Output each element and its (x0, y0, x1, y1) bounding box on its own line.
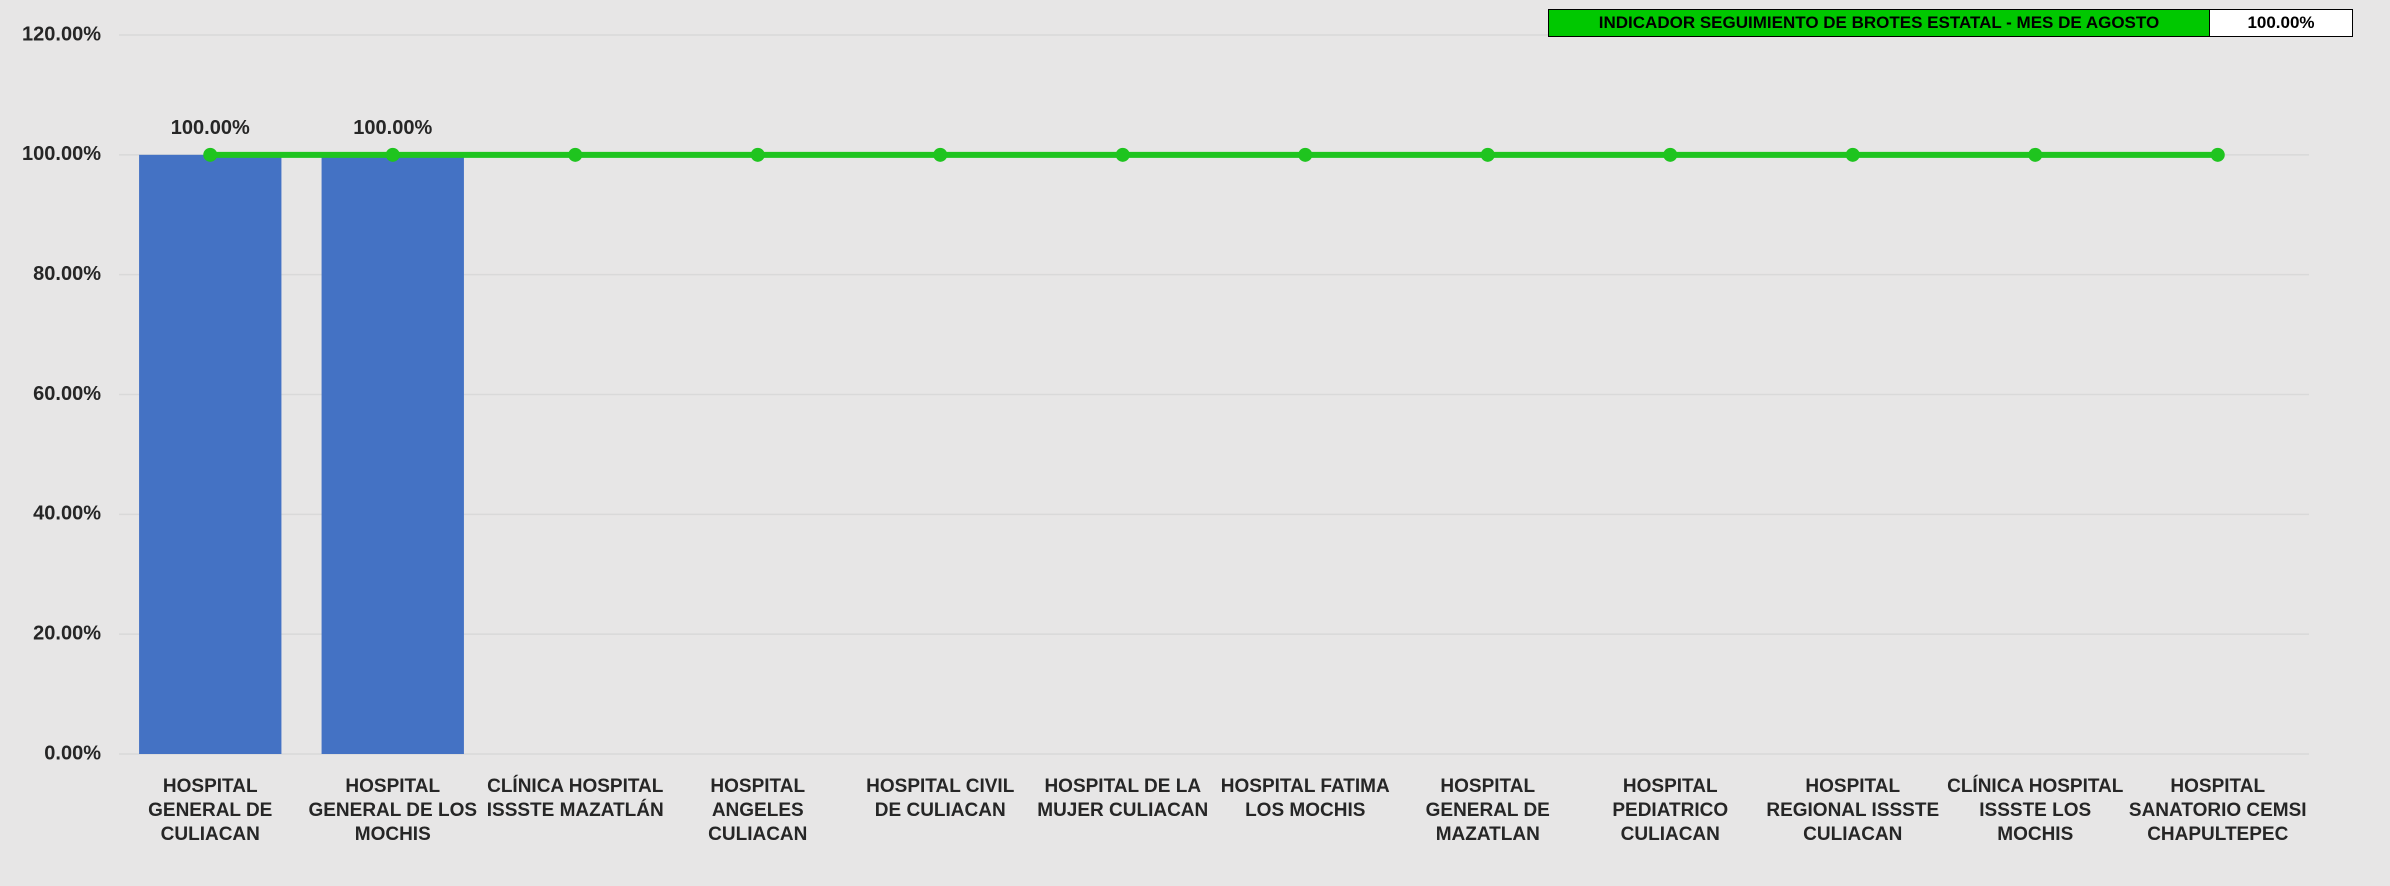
indicator-value: 100.00% (2210, 9, 2353, 37)
line-marker (1663, 147, 1678, 162)
x-tick-label: HOSPITAL DE LA MUJER CULIACAN (1037, 776, 1209, 821)
line-marker (2028, 147, 2043, 162)
y-tick-label: 40.00% (33, 503, 101, 525)
x-tick-label: CLÍNICA HOSPITAL ISSSTE MAZATLÁN (486, 776, 664, 821)
bar (139, 154, 282, 755)
data-label: 100.00% (353, 117, 432, 139)
line-marker (933, 147, 948, 162)
y-tick-label: 120.00% (22, 23, 101, 45)
y-tick-label: 0.00% (44, 742, 101, 764)
line-marker (1298, 147, 1313, 162)
x-tick-label: CLÍNICA HOSPITAL ISSSTE LOS MOCHIS (1947, 776, 2124, 845)
x-tick-label: HOSPITAL GENERAL DE CULIACAN (148, 776, 273, 845)
line-marker (385, 147, 400, 162)
x-tick-label: HOSPITAL FATIMA LOS MOCHIS (1220, 776, 1390, 821)
x-tick-label: HOSPITAL SANATORIO CEMSI CHAPULTEPEC (2128, 776, 2307, 845)
y-tick-label: 20.00% (33, 622, 101, 644)
x-tick-label: HOSPITAL GENERAL DE MAZATLAN (1425, 776, 1550, 845)
x-tick-label: HOSPITAL ANGELES CULIACAN (708, 776, 808, 845)
line-marker (203, 147, 218, 162)
indicator-label: INDICADOR SEGUIMIENTO DE BROTES ESTATAL … (1548, 9, 2210, 37)
y-tick-label: 80.00% (33, 263, 101, 285)
line-marker (1845, 147, 1860, 162)
data-label: 100.00% (171, 117, 250, 139)
indicator-box: INDICADOR SEGUIMIENTO DE BROTES ESTATAL … (1548, 9, 2353, 37)
x-tick-label: HOSPITAL CIVIL DE CULIACAN (866, 776, 1015, 821)
x-tick-label: HOSPITAL REGIONAL ISSSTE CULIACAN (1766, 776, 1940, 845)
x-tick-label: HOSPITAL PEDIATRICO CULIACAN (1612, 776, 1729, 845)
line-marker (568, 147, 583, 162)
y-tick-label: 60.00% (33, 383, 101, 405)
line-marker (1115, 147, 1130, 162)
line-marker (2210, 147, 2225, 162)
x-tick-label: HOSPITAL GENERAL DE LOS MOCHIS (308, 776, 478, 845)
line-marker (1480, 147, 1495, 162)
bar (321, 154, 464, 755)
line-marker (750, 147, 765, 162)
y-tick-label: 100.00% (22, 143, 101, 165)
